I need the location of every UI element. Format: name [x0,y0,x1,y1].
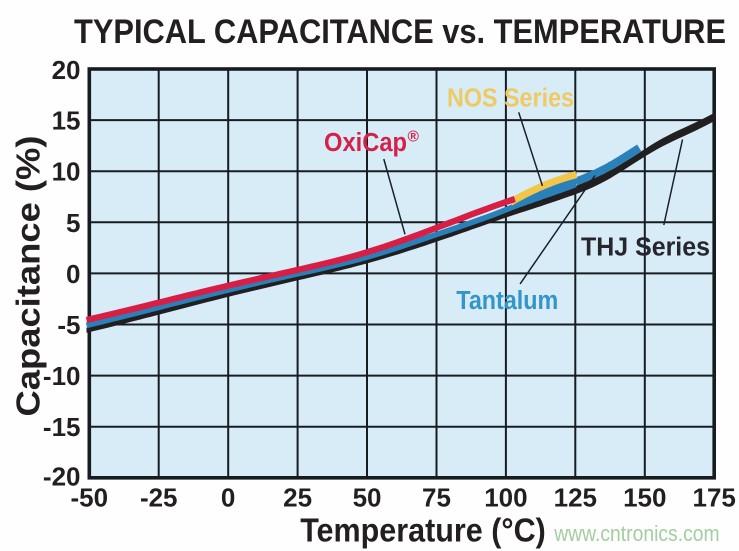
svg-text:20: 20 [52,55,81,85]
svg-text:50: 50 [353,483,382,513]
svg-text:0: 0 [221,483,235,513]
svg-text:25: 25 [283,483,312,513]
svg-text:THJ Series: THJ Series [581,233,710,261]
svg-text:Capacitance (%): Capacitance (%) [10,136,47,417]
svg-text:OxiCap: OxiCap [324,129,407,157]
svg-text:Tantalum: Tantalum [456,287,558,315]
svg-text:10: 10 [52,157,81,187]
svg-text:125: 125 [554,483,597,513]
svg-text:75: 75 [422,483,451,513]
svg-text:15: 15 [52,106,81,136]
svg-text:100: 100 [484,483,527,513]
svg-text:-20: -20 [43,461,81,491]
svg-text:Temperature (°C): Temperature (°C) [300,512,546,549]
svg-text:-15: -15 [43,412,81,442]
svg-text:0: 0 [66,259,80,289]
svg-text:®: ® [408,128,420,145]
svg-text:-10: -10 [43,361,81,391]
svg-text:-25: -25 [140,483,178,513]
svg-text:5: 5 [66,208,80,238]
svg-text:150: 150 [623,483,666,513]
svg-text:NOS Series: NOS Series [447,84,574,112]
svg-text:175: 175 [693,483,736,513]
svg-text:-50: -50 [71,483,109,513]
svg-text:TYPICAL CAPACITANCE vs. TEMPER: TYPICAL CAPACITANCE vs. TEMPERATURE [74,13,726,51]
svg-text:www.cntronics.com: www.cntronics.com [553,521,719,546]
svg-text:-5: -5 [57,310,80,340]
